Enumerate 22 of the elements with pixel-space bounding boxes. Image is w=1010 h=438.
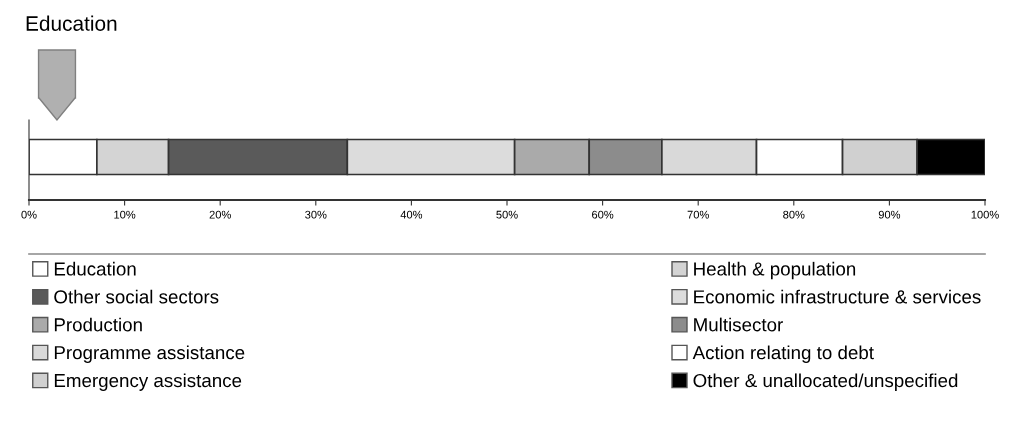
legend-label: Other & unallocated/unspecified <box>693 373 958 391</box>
x-tick-label: 100% <box>971 210 999 219</box>
legend-label: Economic infrastructure & services <box>694 289 981 304</box>
x-tick-label: 40% <box>400 210 423 219</box>
x-tick-label: 50% <box>496 210 518 219</box>
legend-label: Emergency assistance <box>54 373 242 391</box>
legend-label: Production <box>54 317 142 332</box>
x-tick-label: 0% <box>21 210 37 219</box>
legend-label: Health & population <box>694 261 856 280</box>
legend-label: Education <box>54 261 136 276</box>
x-tick-label: 90% <box>878 210 901 219</box>
x-tick-label: 60% <box>592 210 614 219</box>
legend-label: Programme assistance <box>54 345 245 363</box>
x-tick-label: 20% <box>209 210 231 219</box>
legend-label: Multisector <box>694 317 783 332</box>
x-tick-label: 80% <box>783 210 805 219</box>
legend-label: Other social sectors <box>54 289 219 304</box>
x-tick-label: 30% <box>305 210 327 219</box>
x-tick-label: 10% <box>114 210 136 219</box>
legend-label: Action relating to debt <box>692 345 874 363</box>
x-tick-label: 70% <box>687 210 709 219</box>
text: Education <box>26 15 117 31</box>
